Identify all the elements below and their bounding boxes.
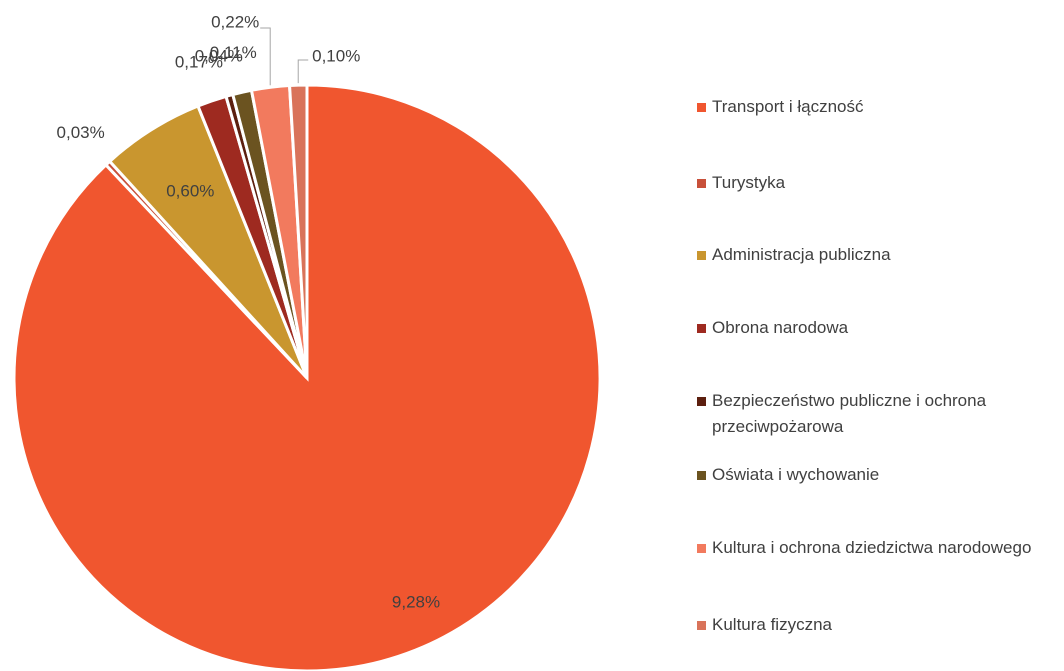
legend-swatch xyxy=(697,397,706,406)
legend-swatch xyxy=(697,103,706,112)
legend-label: Transport i łączność xyxy=(712,97,864,116)
legend-item: Kultura fizyczna xyxy=(697,612,1064,638)
leader-line xyxy=(260,27,271,86)
legend-label: Turystyka xyxy=(712,173,786,192)
legend-swatch xyxy=(697,621,706,630)
legend-swatch xyxy=(697,179,706,188)
legend-item: Obrona narodowa xyxy=(697,315,1064,341)
data-label: 0,11% xyxy=(210,43,257,62)
legend-item: Transport i łączność xyxy=(697,94,1064,120)
legend-item: Kultura i ochrona dziedzictwa narodowego xyxy=(697,535,1064,561)
pie-slice xyxy=(287,83,309,379)
legend-swatch xyxy=(697,251,706,260)
legend-swatch xyxy=(697,544,706,553)
data-label: 0,17% xyxy=(175,53,223,72)
legend-label: Obrona narodowa xyxy=(712,318,849,337)
legend-label: Administracja publiczna xyxy=(712,245,891,264)
data-label: 0,22% xyxy=(211,12,259,31)
legend-label: Oświata i wychowanie xyxy=(712,465,880,484)
data-label: 9,28% xyxy=(392,592,440,611)
data-label: 0,04% xyxy=(195,46,243,65)
legend-item: Turystyka xyxy=(697,170,1064,196)
data-label: 0,10% xyxy=(312,46,360,65)
leader-line xyxy=(297,59,309,84)
legend-item: Oświata i wychowanie xyxy=(697,462,1064,488)
legend-label: Kultura fizyczna xyxy=(712,615,832,634)
data-label: 0,60% xyxy=(166,181,214,200)
data-label: 0,03% xyxy=(57,123,105,142)
legend-item: Bezpieczeństwo publiczne i ochrona przec… xyxy=(697,388,1064,440)
legend-label: Bezpieczeństwo publiczne i ochrona przec… xyxy=(712,391,987,436)
legend-item: Administracja publiczna xyxy=(697,242,1064,268)
legend-swatch xyxy=(697,471,706,480)
legend-label: Kultura i ochrona dziedzictwa narodowego xyxy=(712,538,1032,557)
chart: 9,28% 0,03% 0,60% 0,17%0,04%0,11% 0,22% 0,10% xyxy=(12,12,602,671)
legend-swatch xyxy=(697,324,706,333)
